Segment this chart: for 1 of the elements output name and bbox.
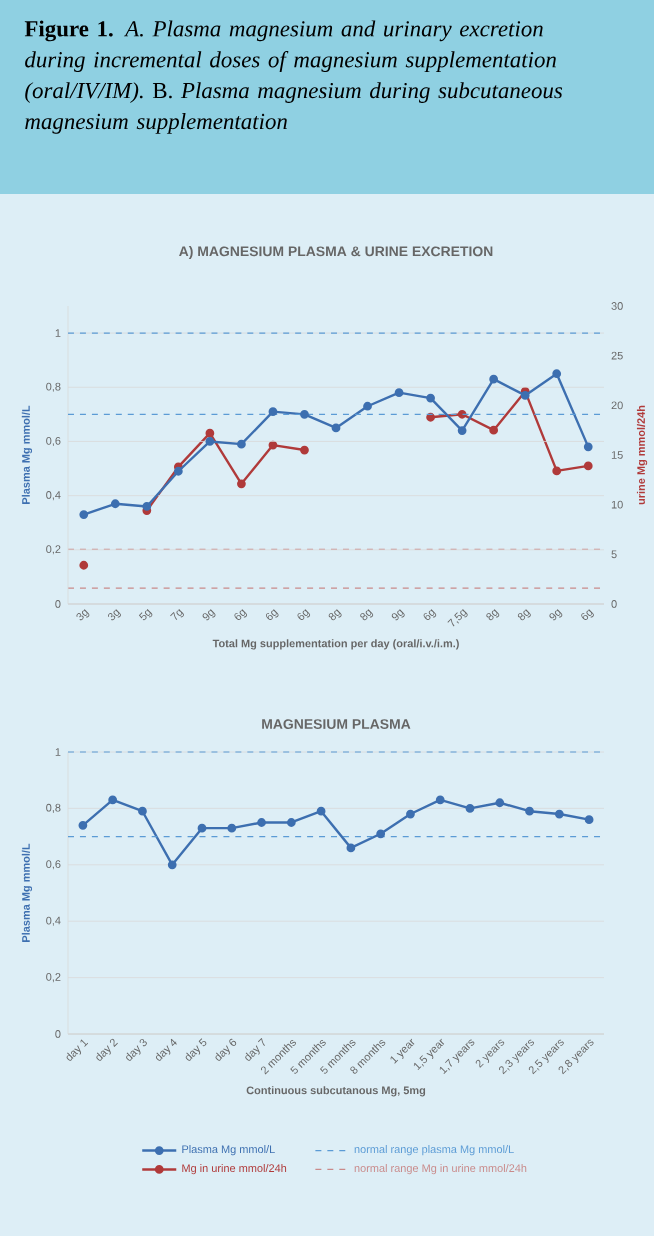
text: Figure 1. A. Plasma magnesium and urinary excretion during incremental doses of magnesium supplementation (oral/IV/IM). B. Plasma magnesium during subcutaneous magnesium supplementation: [24, 20, 563, 134]
